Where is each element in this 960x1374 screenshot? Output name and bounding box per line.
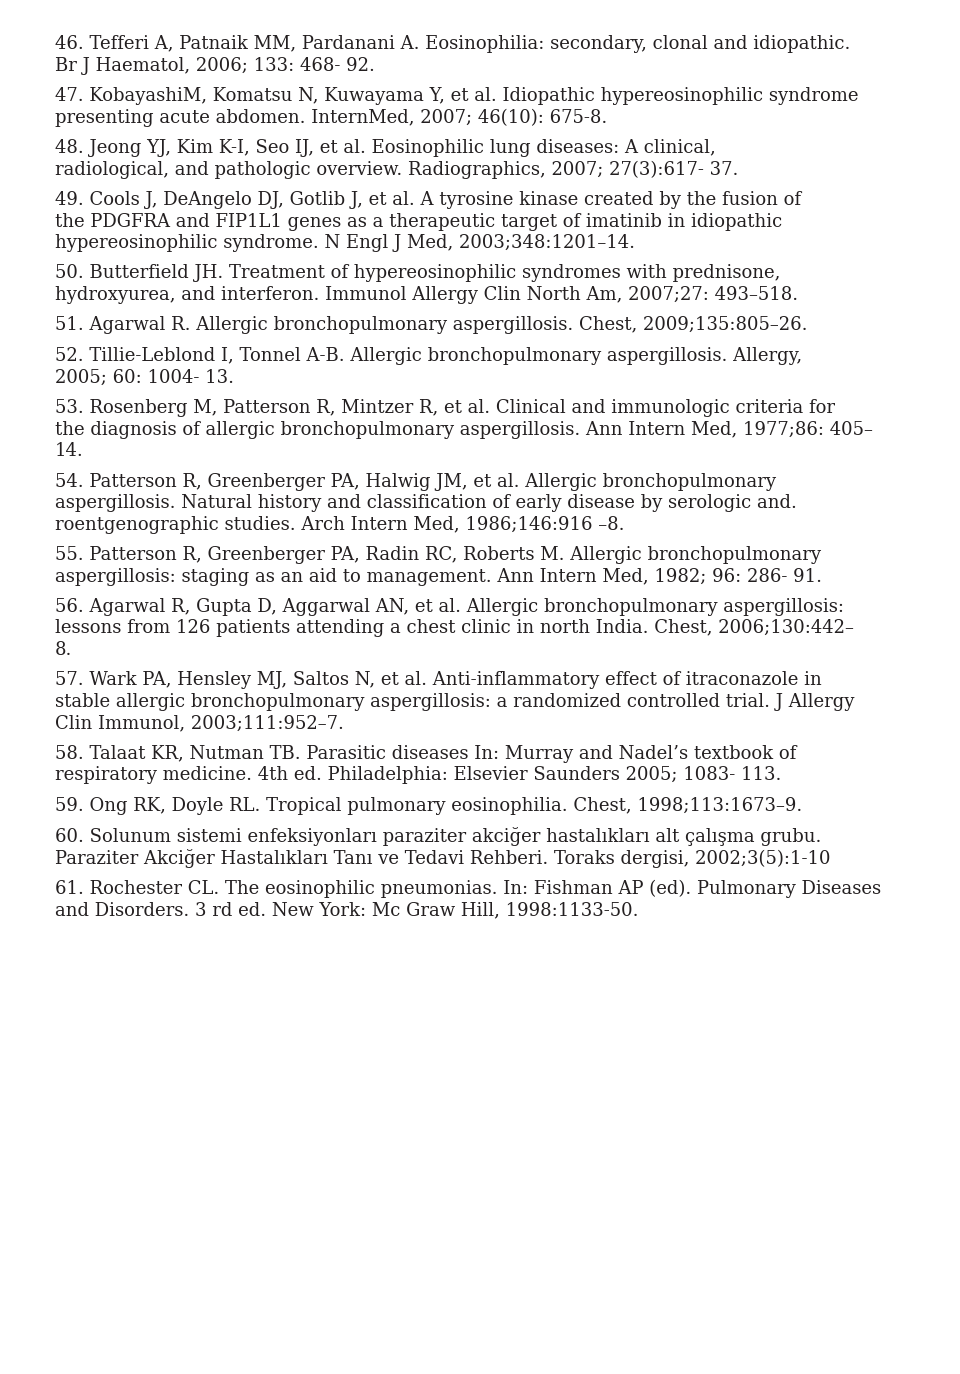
Text: 59. Ong RK, Doyle RL. Tropical pulmonary eosinophilia. Chest, 1998;113:1673–9.: 59. Ong RK, Doyle RL. Tropical pulmonary… [55,797,803,815]
Text: 58. Talaat KR, Nutman TB. Parasitic diseases In: Murray and Nadel’s textbook of: 58. Talaat KR, Nutman TB. Parasitic dise… [55,745,796,763]
Text: aspergillosis. Natural history and classification of early disease by serologic : aspergillosis. Natural history and class… [55,495,797,513]
Text: 48. Jeong YJ, Kim K-I, Seo IJ, et al. Eosinophilic lung diseases: A clinical,: 48. Jeong YJ, Kim K-I, Seo IJ, et al. Eo… [55,139,716,157]
Text: 52. Tillie-Leblond I, Tonnel A-B. Allergic bronchopulmonary aspergillosis. Aller: 52. Tillie-Leblond I, Tonnel A-B. Allerg… [55,348,803,365]
Text: stable allergic bronchopulmonary aspergillosis: a randomized controlled trial. J: stable allergic bronchopulmonary aspergi… [55,692,854,710]
Text: presenting acute abdomen. InternMed, 2007; 46(10): 675-8.: presenting acute abdomen. InternMed, 200… [55,109,608,126]
Text: 14.: 14. [55,442,84,460]
Text: lessons from 126 patients attending a chest clinic in north India. Chest, 2006;1: lessons from 126 patients attending a ch… [55,620,853,638]
Text: 61. Rochester CL. The eosinophilic pneumonias. In: Fishman AP (ed). Pulmonary Di: 61. Rochester CL. The eosinophilic pneum… [55,879,881,897]
Text: 56. Agarwal R, Gupta D, Aggarwal AN, et al. Allergic bronchopulmonary aspergillo: 56. Agarwal R, Gupta D, Aggarwal AN, et … [55,598,844,616]
Text: the diagnosis of allergic bronchopulmonary aspergillosis. Ann Intern Med, 1977;8: the diagnosis of allergic bronchopulmona… [55,420,873,438]
Text: 46. Tefferi A, Patnaik MM, Pardanani A. Eosinophilia: secondary, clonal and idio: 46. Tefferi A, Patnaik MM, Pardanani A. … [55,34,851,54]
Text: 55. Patterson R, Greenberger PA, Radin RC, Roberts M. Allergic bronchopulmonary: 55. Patterson R, Greenberger PA, Radin R… [55,545,821,563]
Text: hypereosinophilic syndrome. N Engl J Med, 2003;348:1201–14.: hypereosinophilic syndrome. N Engl J Med… [55,234,635,251]
Text: respiratory medicine. 4th ed. Philadelphia: Elsevier Saunders 2005; 1083- 113.: respiratory medicine. 4th ed. Philadelph… [55,767,781,785]
Text: Paraziter Akciğer Hastalıkları Tanı ve Tedavi Rehberi. Toraks dergisi, 2002;3(5): Paraziter Akciğer Hastalıkları Tanı ve T… [55,849,830,868]
Text: 8.: 8. [55,642,72,660]
Text: 47. KobayashiM, Komatsu N, Kuwayama Y, et al. Idiopathic hypereosinophilic syndr: 47. KobayashiM, Komatsu N, Kuwayama Y, e… [55,87,858,104]
Text: hydroxyurea, and interferon. Immunol Allergy Clin North Am, 2007;27: 493–518.: hydroxyurea, and interferon. Immunol All… [55,286,798,304]
Text: 49. Cools J, DeAngelo DJ, Gotlib J, et al. A tyrosine kinase created by the fusi: 49. Cools J, DeAngelo DJ, Gotlib J, et a… [55,191,801,209]
Text: 60. Solunum sistemi enfeksiyonları paraziter akciğer hastalıkları alt çalışma gr: 60. Solunum sistemi enfeksiyonları paraz… [55,827,822,846]
Text: 51. Agarwal R. Allergic bronchopulmonary aspergillosis. Chest, 2009;135:805–26.: 51. Agarwal R. Allergic bronchopulmonary… [55,316,807,334]
Text: 2005; 60: 1004- 13.: 2005; 60: 1004- 13. [55,368,234,386]
Text: radiological, and pathologic overview. Radiographics, 2007; 27(3):617- 37.: radiological, and pathologic overview. R… [55,161,738,179]
Text: and Disorders. 3 rd ed. New York: Mc Graw Hill, 1998:1133-50.: and Disorders. 3 rd ed. New York: Mc Gra… [55,901,638,919]
Text: aspergillosis: staging as an aid to management. Ann Intern Med, 1982; 96: 286- 9: aspergillosis: staging as an aid to mana… [55,567,822,585]
Text: 54. Patterson R, Greenberger PA, Halwig JM, et al. Allergic bronchopulmonary: 54. Patterson R, Greenberger PA, Halwig … [55,473,776,491]
Text: the PDGFRA and FIP1L1 genes as a therapeutic target of imatinib in idiopathic: the PDGFRA and FIP1L1 genes as a therape… [55,213,782,231]
Text: roentgenographic studies. Arch Intern Med, 1986;146:916 –8.: roentgenographic studies. Arch Intern Me… [55,515,625,533]
Text: Clin Immunol, 2003;111:952–7.: Clin Immunol, 2003;111:952–7. [55,714,344,732]
Text: 50. Butterfield JH. Treatment of hypereosinophilic syndromes with prednisone,: 50. Butterfield JH. Treatment of hypereo… [55,265,780,283]
Text: 57. Wark PA, Hensley MJ, Saltos N, et al. Anti-inflammatory effect of itraconazo: 57. Wark PA, Hensley MJ, Saltos N, et al… [55,672,822,690]
Text: 53. Rosenberg M, Patterson R, Mintzer R, et al. Clinical and immunologic criteri: 53. Rosenberg M, Patterson R, Mintzer R,… [55,398,835,416]
Text: Br J Haematol, 2006; 133: 468- 92.: Br J Haematol, 2006; 133: 468- 92. [55,56,374,74]
